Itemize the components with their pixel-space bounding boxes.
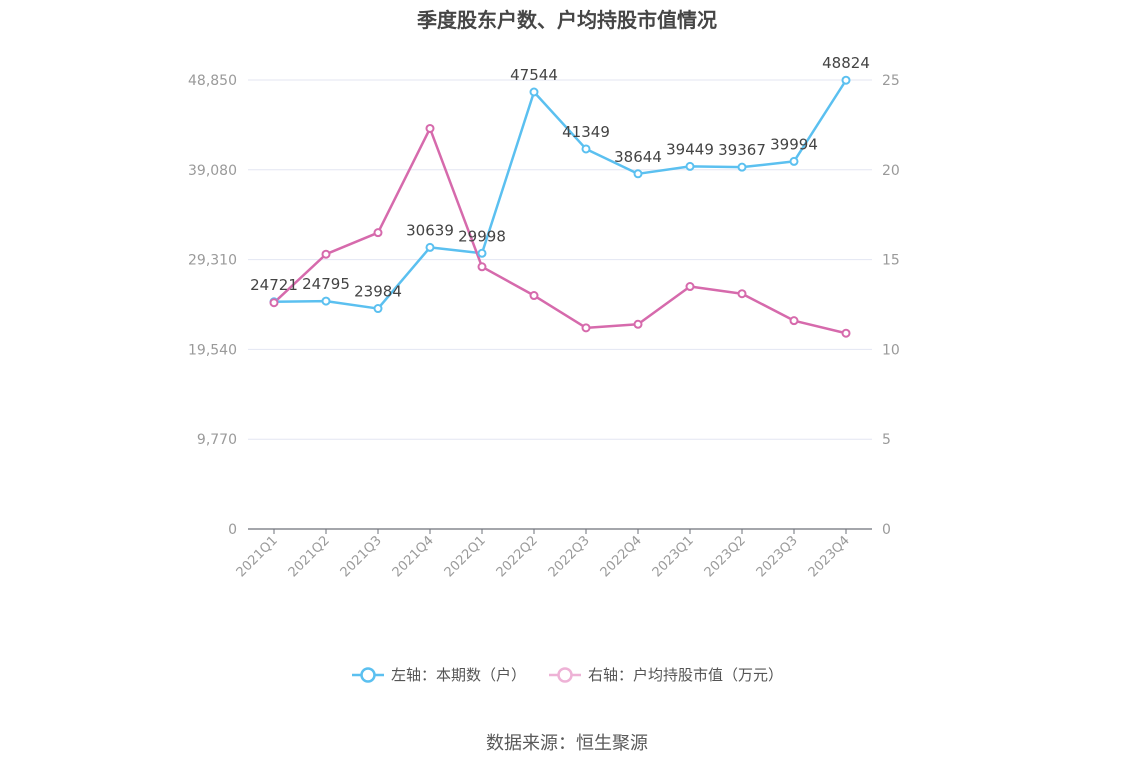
- households-point: [789, 156, 799, 166]
- x-tick-label: 2022Q2: [494, 533, 541, 580]
- left-tick-label: 19,540: [188, 342, 237, 358]
- legend-item-market-value[interactable]: 右轴：户均持股市值（万元）: [548, 664, 783, 685]
- market-value-point: [321, 249, 331, 259]
- data-label: 47544: [510, 66, 558, 84]
- market-value-point: [685, 282, 695, 292]
- households-point: [529, 87, 539, 97]
- x-tick-label: 2021Q3: [338, 533, 385, 580]
- households-point: [373, 304, 383, 314]
- series-points: [269, 75, 851, 338]
- market-value-point: [789, 316, 799, 326]
- market-value-point: [373, 228, 383, 238]
- x-tick-label: 2021Q4: [390, 533, 437, 580]
- market-value-point: [737, 289, 747, 299]
- legend: 左轴：本期数（户） 右轴：户均持股市值（万元）: [0, 664, 1134, 685]
- legend-label-households: 左轴：本期数（户）: [390, 666, 526, 684]
- data-label: 41349: [562, 123, 610, 141]
- data-label: 23984: [354, 283, 402, 301]
- market-value-point: [425, 123, 435, 133]
- x-tick-label: 2022Q3: [546, 533, 593, 580]
- data-labels: 24721 24795 23984 30639 29998 47544 4134938644…: [250, 54, 870, 300]
- x-tick-label: 2023Q4: [806, 533, 853, 580]
- x-tick-label: 2023Q2: [702, 533, 749, 580]
- legend-item-households[interactable]: 左轴：本期数（户）: [351, 664, 526, 685]
- data-label: 38644: [614, 148, 662, 166]
- households-point: [581, 144, 591, 154]
- series-lines: [273, 79, 848, 335]
- legend-marker-market-value-icon: [549, 666, 581, 683]
- market-value-point: [581, 323, 591, 333]
- data-label: 29998: [458, 227, 506, 245]
- households-point: [321, 296, 331, 306]
- legend-label-market-value: 右轴：户均持股市值（万元）: [588, 666, 784, 684]
- right-tick-label: 20: [882, 163, 900, 179]
- households-point: [477, 248, 487, 258]
- market-value-point: [633, 319, 643, 329]
- market-value-line: [273, 127, 847, 335]
- data-label: 24795: [302, 275, 350, 293]
- households-point: [425, 242, 435, 252]
- data-label: 48824: [822, 54, 870, 72]
- households-point: [737, 162, 747, 172]
- grid-lines: [248, 79, 872, 440]
- data-label: 39449: [666, 140, 714, 158]
- chart-title: 季度股东户数、户均持股市值情况: [417, 8, 717, 32]
- market-value-point: [841, 328, 851, 338]
- data-label: 39367: [718, 141, 766, 159]
- right-tick-label: 10: [882, 342, 900, 358]
- x-tick-label: 2022Q1: [442, 533, 489, 580]
- right-tick-label: 25: [882, 73, 900, 89]
- right-axis: 0 5 10 15 20 25: [882, 73, 900, 538]
- market-value-point: [269, 298, 279, 308]
- x-tick-label: 2022Q4: [598, 533, 645, 580]
- x-tick-label: 2023Q3: [754, 533, 801, 580]
- source-note: 数据来源：恒生聚源: [486, 733, 648, 754]
- data-label: 24721: [250, 276, 298, 294]
- right-tick-label: 5: [882, 432, 891, 448]
- left-tick-label: 0: [228, 522, 237, 538]
- left-tick-label: 29,310: [188, 253, 237, 269]
- market-value-point: [477, 262, 487, 272]
- left-tick-label: 39,080: [188, 163, 237, 179]
- data-label: 39994: [770, 135, 818, 153]
- households-point: [685, 161, 695, 171]
- x-tick-label: 2021Q2: [286, 533, 333, 580]
- households-line: [273, 79, 848, 310]
- right-tick-label: 0: [882, 522, 891, 538]
- households-point: [841, 75, 851, 85]
- x-axis: 2021Q1 2021Q2 2021Q3 2021Q4 2022Q1 2022Q2 2022…: [234, 528, 872, 580]
- x-tick-label: 2021Q1: [234, 533, 281, 580]
- data-label: 30639: [406, 221, 454, 239]
- households-point: [633, 169, 643, 179]
- legend-marker-households-icon: [351, 666, 384, 683]
- right-tick-label: 15: [882, 253, 900, 269]
- left-axis: 0 9,770 19,540 29,310 39,080 48,850: [188, 73, 237, 538]
- market-value-point: [529, 291, 539, 301]
- left-tick-label: 9,770: [197, 432, 237, 448]
- left-tick-label: 48,850: [188, 73, 237, 89]
- x-tick-label: 2023Q1: [650, 533, 697, 580]
